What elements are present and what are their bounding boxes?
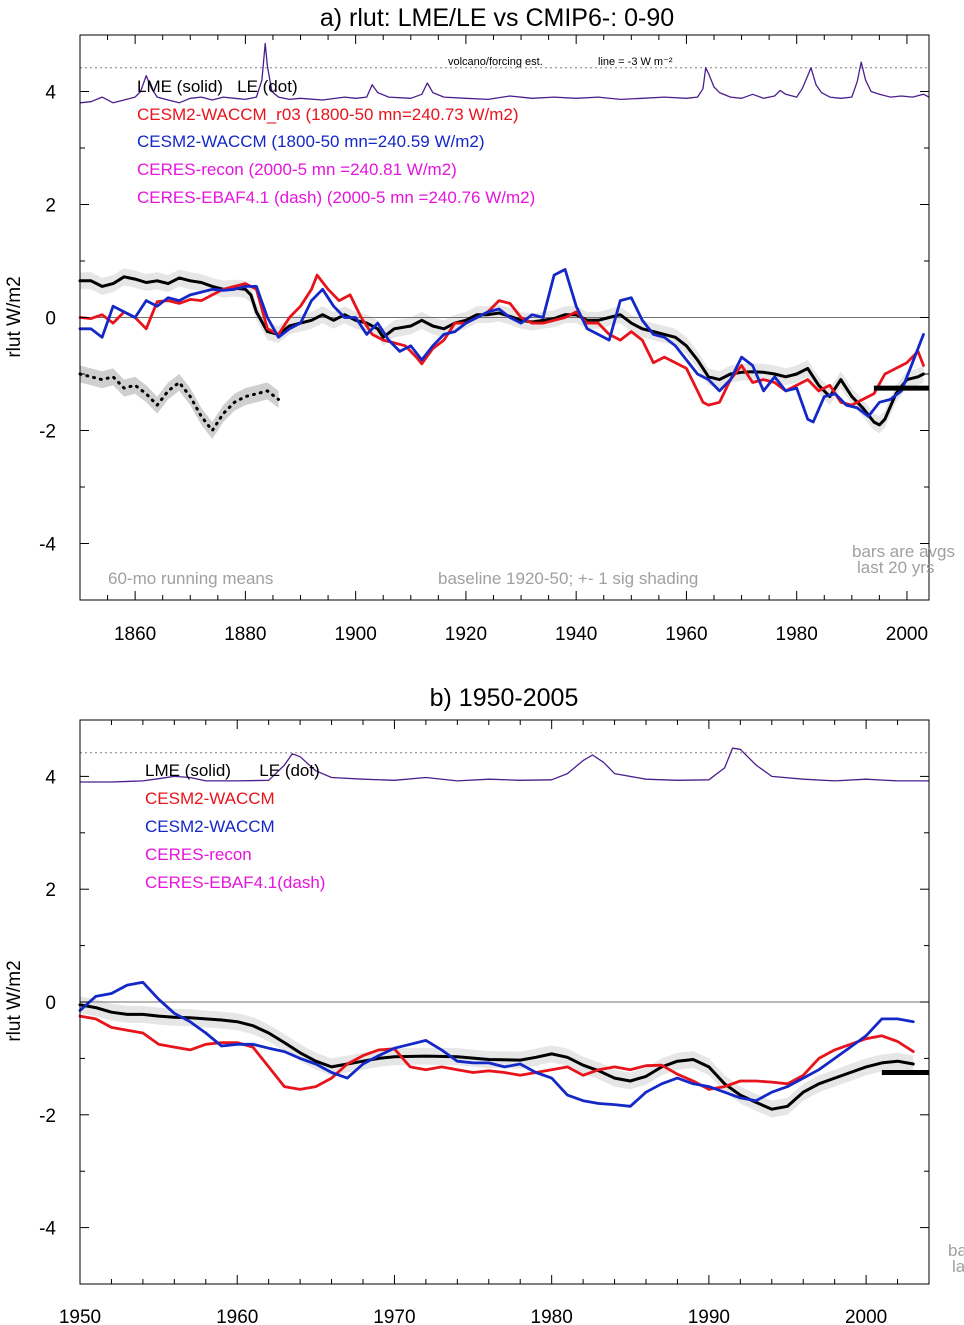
legend-entry-cesm2-waccm-r03: CESM2-WACCM_r03 (1800-50 mn=240.73 W/m2) [137, 105, 519, 124]
y-tick-label: 2 [45, 880, 56, 901]
legend-entry-cesm2-waccm-red: CESM2-WACCM [145, 789, 275, 808]
panel-a-title: a) rlut: LME/LE vs CMIP6-: 0-90 [320, 4, 674, 32]
x-tick-label: 1950 [59, 1307, 101, 1325]
panel-b-title: b) 1950-2005 [430, 684, 579, 712]
panel-a: a) rlut: LME/LE vs CMIP6-: 0-90 1860 1880… [4, 4, 955, 645]
running-mean-note: 60-mo running means [108, 569, 273, 588]
shading-le [80, 365, 279, 439]
x-tick-label: 1860 [114, 624, 156, 645]
panel-b-series [78, 747, 930, 1111]
legend-entry-ceres-ebaf: CERES-EBAF4.1 (dash) (2000-5 mn =240.76 … [137, 188, 535, 207]
series-line-volcano [79, 42, 930, 104]
legend-entry-ceres-recon: CERES-recon (2000-5 mn =240.81 W/m2) [137, 160, 457, 179]
x-tick-label: 1960 [216, 1307, 258, 1325]
series-line-cesm2-waccm-r03 [78, 273, 925, 407]
y-tick-label: 0 [45, 309, 56, 330]
panel-b: b) 1950-2005 1950 1960 1970 1980 1990 2000 -4 -… [4, 684, 964, 1325]
y-tick-label: 0 [45, 993, 56, 1014]
legend-entry-lme-le: LME (solid) LE (dot) [137, 77, 298, 96]
legend-entry-ceres-recon: CERES-recon [145, 845, 252, 864]
x-tick-label: 2000 [845, 1307, 887, 1325]
volcano-line-annotation: line = -3 W m⁻² [598, 56, 673, 68]
volcano-annotation: volcano/forcing est. [448, 56, 543, 68]
y-tick-label: -2 [39, 1106, 56, 1127]
y-tick-label: -2 [39, 422, 56, 443]
y-tick-label: 2 [45, 196, 56, 217]
y-tick-label: -4 [39, 1219, 56, 1240]
series-line-le [78, 372, 280, 432]
baseline-note: baseline 1920-50; +- 1 sig shading [438, 569, 698, 588]
legend-entry-cesm2-waccm: CESM2-WACCM (1800-50 mn=240.59 W/m2) [137, 132, 485, 151]
series-line-cesm2-waccm [78, 980, 915, 1108]
legend-entry-ceres-ebaf: CERES-EBAF4.1(dash) [145, 873, 325, 892]
x-tick-label: 1990 [688, 1307, 730, 1325]
x-tick-label: 1980 [531, 1307, 573, 1325]
legend-entry-lme-le: LME (solid) LE (dot) [145, 761, 320, 780]
bars-note-line2: last 20 yrs [857, 558, 934, 577]
panel-b-ylabel: rlut W/m2 [4, 960, 25, 1041]
panel-b-ticks: 1950 1960 1970 1980 1990 2000 -4 -2 0 2 4 [39, 719, 930, 1325]
bars-note-line2: la [952, 1257, 964, 1276]
panel-a-legend: LME (solid) LE (dot) CESM2-WACCM_r03 (18… [137, 77, 535, 207]
x-tick-label: 1940 [555, 624, 597, 645]
series-line-lme [78, 1003, 915, 1111]
y-tick-label: 4 [45, 83, 56, 104]
shading-lme [80, 996, 914, 1118]
x-tick-label: 1880 [224, 624, 266, 645]
x-tick-label: 1960 [665, 624, 707, 645]
x-tick-label: 1900 [335, 624, 377, 645]
panel-a-series [78, 42, 930, 432]
panel-a-ylabel: rlut W/m2 [4, 276, 25, 357]
x-tick-label: 1980 [776, 624, 818, 645]
x-tick-label: 1920 [445, 624, 487, 645]
panel-a-ticks: 1860 1880 1900 1920 1940 1960 1980 2000 -4 -2 0 2 4 [39, 34, 929, 645]
series-line-cesm2-waccm [78, 268, 925, 424]
panel-a-uncertainty-shading [80, 268, 924, 439]
legend-entry-cesm2-waccm-blue: CESM2-WACCM [145, 817, 275, 836]
bars-note-line1: bars are avgs [852, 542, 955, 561]
series-line-volcano [79, 747, 930, 783]
x-tick-label: 1970 [373, 1307, 415, 1325]
bars-note-line1: ba [948, 1241, 964, 1260]
panel-b-reference-lines [80, 752, 929, 1003]
y-tick-label: -4 [39, 535, 56, 556]
y-tick-label: 4 [45, 767, 56, 788]
panel-b-legend: LME (solid) LE (dot) CESM2-WACCM CESM2-W… [145, 761, 325, 892]
panel-b-uncertainty-shading [80, 996, 914, 1118]
x-tick-label: 2000 [886, 624, 928, 645]
panel-a-reference-lines [80, 67, 929, 318]
shading-lme [80, 268, 924, 434]
